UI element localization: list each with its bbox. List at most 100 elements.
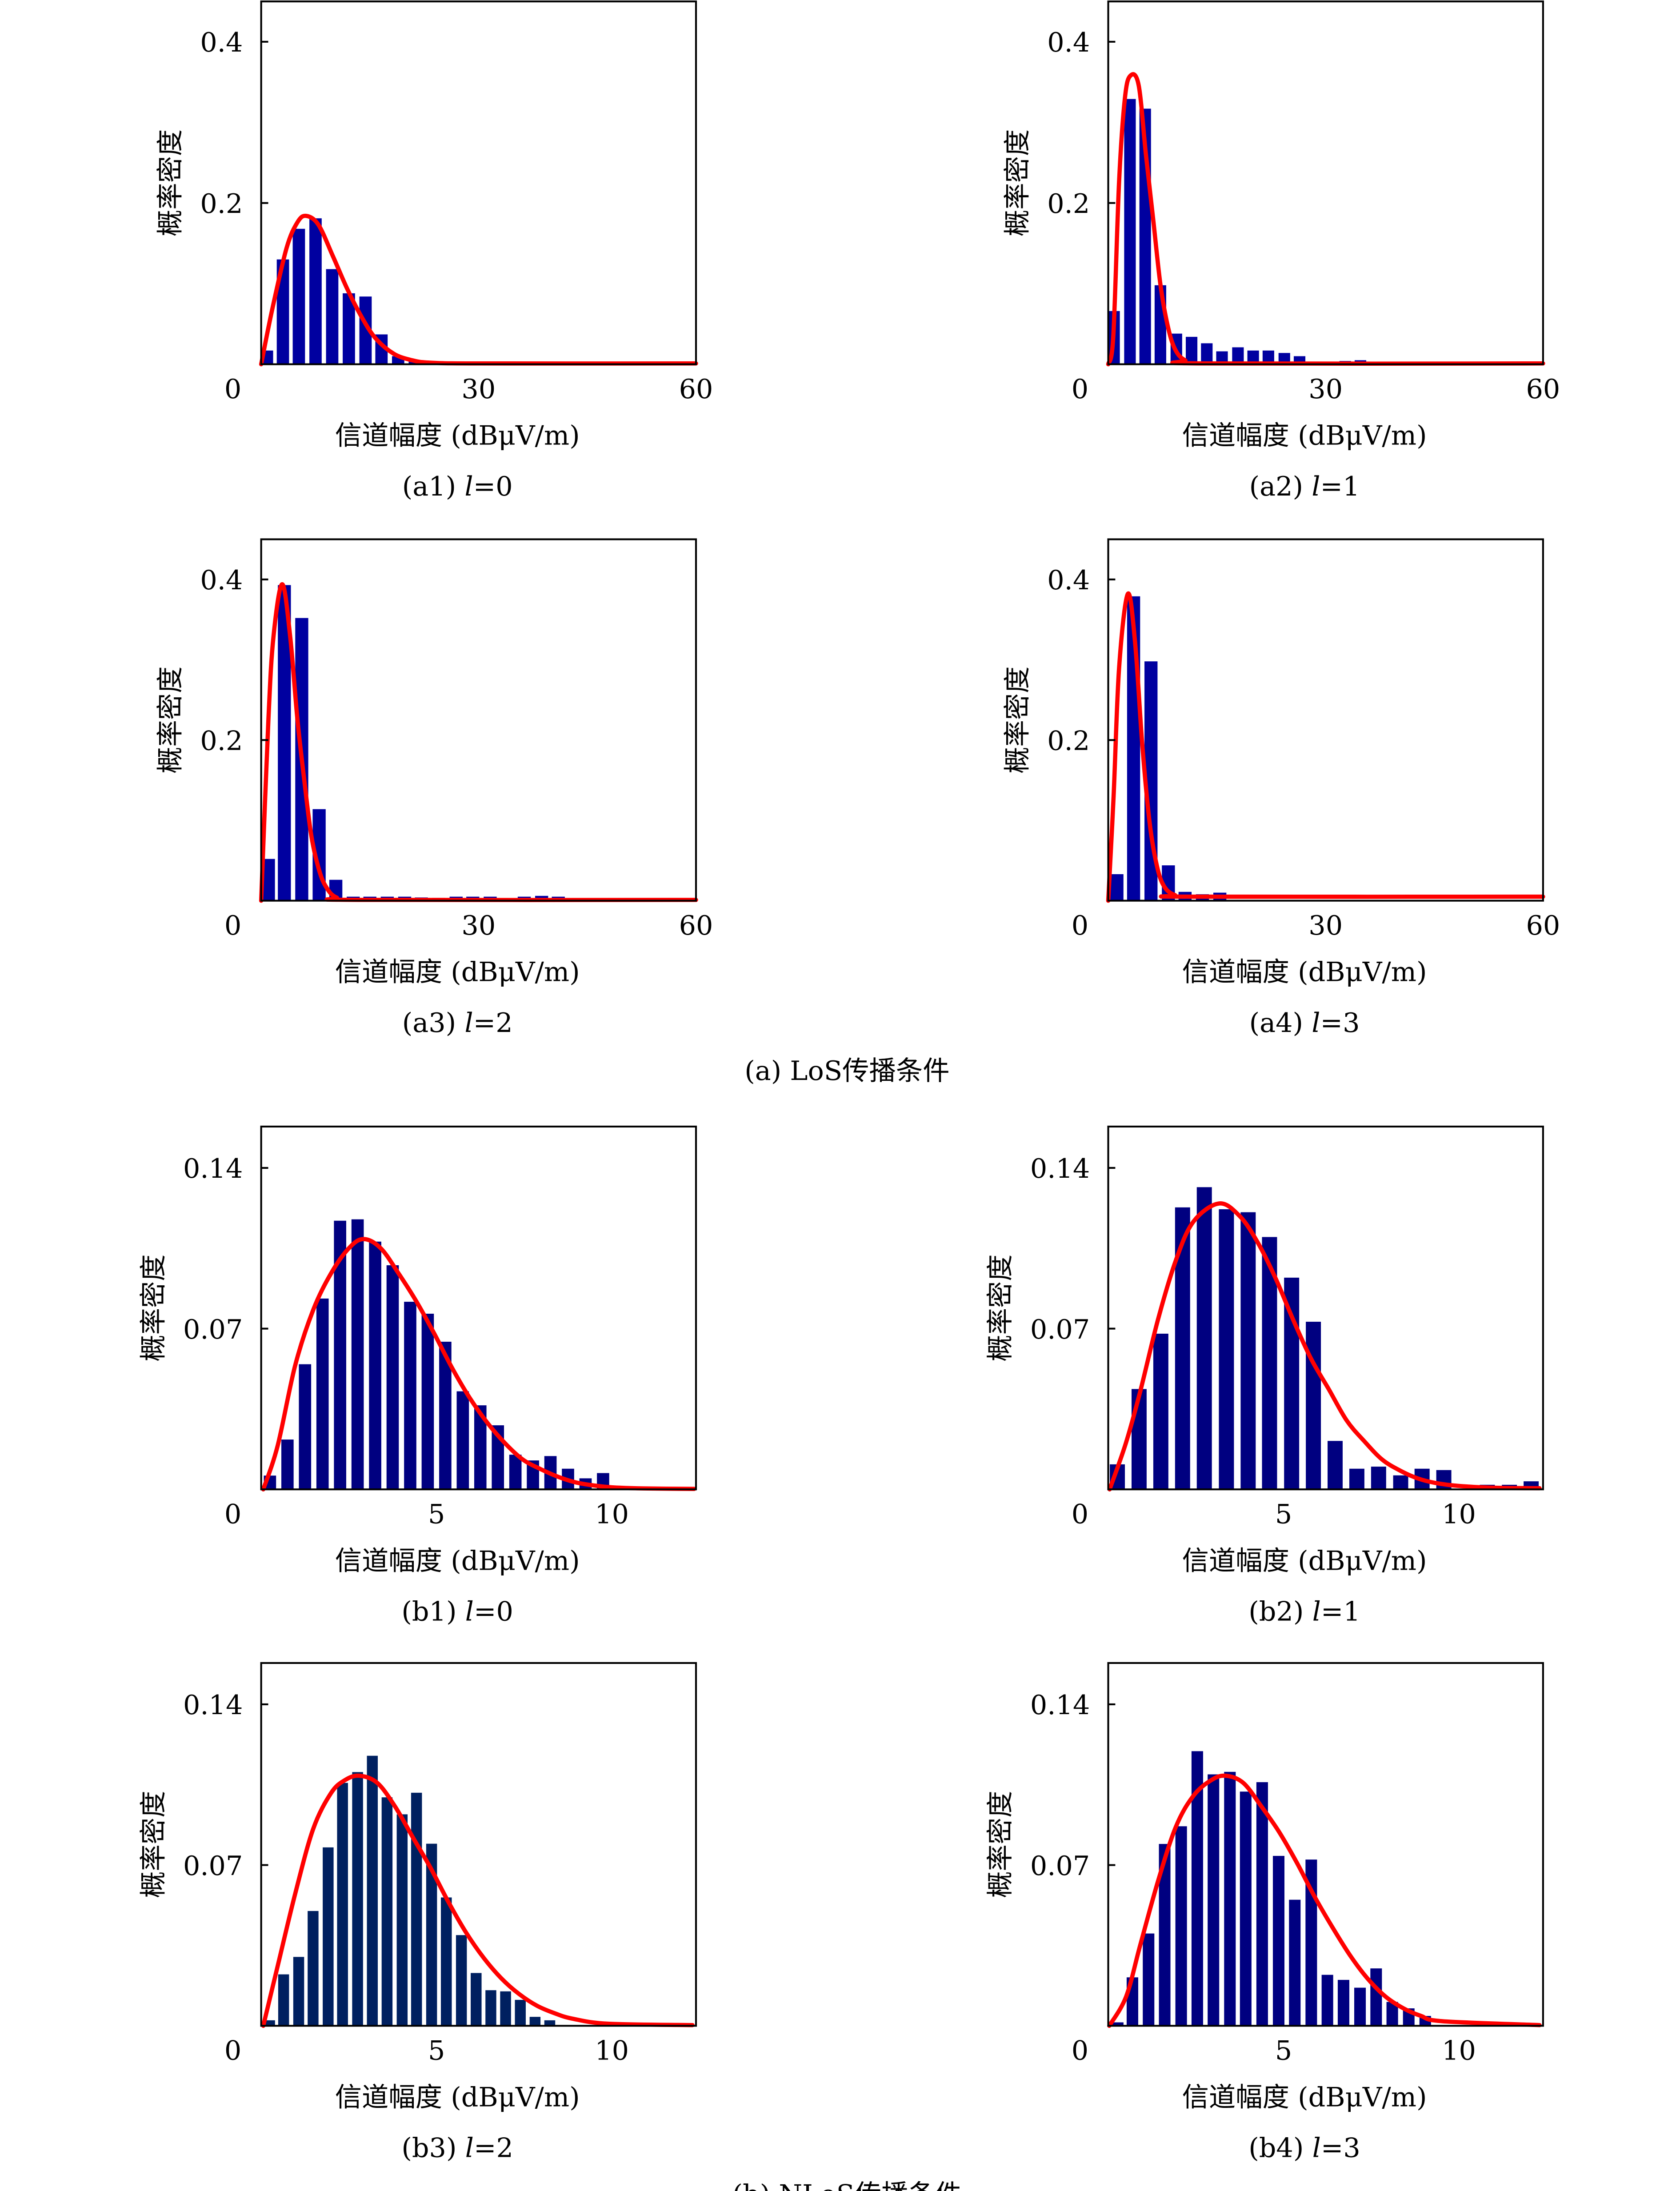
histogram-bar xyxy=(1240,1791,1252,2026)
xtick-label: 30 xyxy=(1308,374,1343,405)
y-axis-label: 概率密度 xyxy=(138,1791,169,1898)
ytick-label: 0.07 xyxy=(183,1314,243,1345)
histogram-bar xyxy=(1110,874,1124,901)
caption-variable: l xyxy=(465,1596,474,1627)
ytick-label: 0.2 xyxy=(200,725,243,756)
fit-curve xyxy=(1106,72,1545,367)
xtick-label: 30 xyxy=(461,374,496,405)
x-axis-label: 信道幅度 (dBμV/m) xyxy=(1182,1545,1427,1576)
caption-variable: l xyxy=(1312,1008,1320,1039)
histogram-bar xyxy=(404,1302,416,1490)
histogram-bar xyxy=(1289,1899,1301,2026)
panel-b2: 0 0.07 0.14 5 10 信道幅度 (dBμV/m) 概率密度 (b2) l=1 xyxy=(985,1125,1544,1627)
axes-frame xyxy=(260,538,697,902)
histogram-bar xyxy=(396,1814,408,2026)
caption-label: (a4) xyxy=(1249,1008,1303,1039)
axes-frame xyxy=(1107,1662,1544,2027)
caption-variable: l xyxy=(1312,471,1320,502)
x-axis-label: 信道幅度 (dBμV/m) xyxy=(1182,957,1427,988)
fit-curve xyxy=(1107,1201,1542,1491)
x-axis-label: 信道幅度 (dBμV/m) xyxy=(1182,420,1427,452)
caption-space xyxy=(1304,1596,1312,1627)
fit-curve xyxy=(1106,591,1545,903)
caption-variable: l xyxy=(1312,2133,1321,2164)
xtick-label: 60 xyxy=(679,374,713,405)
histogram-bar xyxy=(1153,1333,1168,1490)
fit-curve xyxy=(261,1773,695,2028)
axes-frame xyxy=(1107,1125,1544,1491)
histogram-bar xyxy=(369,1241,381,1490)
xtick-label: 10 xyxy=(595,2035,629,2067)
histogram-bar xyxy=(386,1265,399,1490)
ytick-label: 0.4 xyxy=(1047,27,1090,58)
subfigure-caption: (a2) l=1 xyxy=(1249,471,1360,502)
ytick-label: 0 xyxy=(224,374,241,405)
histogram-bar xyxy=(316,1298,329,1490)
histogram-bar xyxy=(264,2020,275,2026)
histogram-bar xyxy=(292,228,305,364)
histogram-bar xyxy=(1354,1987,1366,2026)
histogram-bar xyxy=(326,269,339,364)
histogram-bar xyxy=(351,1219,364,1490)
group-a-caption: (a) LoS传播条件 xyxy=(744,1056,949,1087)
histogram-bar xyxy=(509,1455,522,1490)
caption-value: =2 xyxy=(474,2133,513,2164)
y-axis-label: 概率密度 xyxy=(985,1791,1016,1898)
y-axis-label: 概率密度 xyxy=(1002,666,1033,773)
xtick-label: 10 xyxy=(1442,1499,1476,1530)
ytick-label: 0.4 xyxy=(200,565,243,596)
histogram-bar xyxy=(323,1847,334,2026)
histogram-bar xyxy=(1175,1826,1187,2026)
histogram-bar xyxy=(1370,1968,1382,2026)
x-axis-label: 信道幅度 (dBμV/m) xyxy=(335,1545,580,1576)
histogram-bar xyxy=(308,1911,319,2026)
histogram-bar xyxy=(1186,336,1198,364)
xtick-label: 5 xyxy=(428,1499,445,1530)
histogram-bar xyxy=(293,1957,304,2026)
caption-space xyxy=(456,1596,465,1627)
histogram-bar xyxy=(471,1973,482,2026)
ytick-label: 0 xyxy=(224,2035,241,2067)
subfigure-caption: (b4) l=3 xyxy=(1248,2133,1360,2164)
caption-value: =0 xyxy=(474,1596,513,1627)
histogram-bar xyxy=(278,1974,289,2026)
histogram-bar xyxy=(1219,1209,1234,1490)
panel-a1: 0 0.2 0.4 30 60 信道幅度 (dBμV/m) 概率密度 (a1) l=0 xyxy=(155,0,713,502)
ytick-label: 0.14 xyxy=(183,1153,243,1184)
histogram-bar xyxy=(1337,1979,1349,2026)
histogram-bar xyxy=(1284,1277,1300,1490)
histogram-bar xyxy=(1240,1212,1256,1490)
histogram-bar xyxy=(299,1364,312,1490)
histogram-bar xyxy=(456,1935,467,2026)
histogram-bar xyxy=(529,2017,541,2026)
caption-space xyxy=(456,2133,465,2164)
ytick-label: 0.4 xyxy=(200,27,243,58)
histogram-bar xyxy=(1306,1322,1321,1490)
ytick-label: 0.14 xyxy=(183,1690,243,1721)
caption-space xyxy=(1304,2133,1312,2164)
caption-label: (a1) xyxy=(402,471,456,502)
xtick-label: 5 xyxy=(1275,1499,1292,1530)
y-axis-label: 概率密度 xyxy=(138,1254,169,1361)
histogram-bar xyxy=(1143,1933,1155,2026)
histogram-bar xyxy=(1256,1782,1268,2026)
subfigure-caption: (a1) l=0 xyxy=(402,471,513,502)
x-axis-label: 信道幅度 (dBμV/m) xyxy=(335,2082,580,2113)
group-b-caption: (b) NLoS传播条件 xyxy=(732,2179,962,2191)
ytick-label: 0 xyxy=(1072,1499,1088,1530)
caption-label: (b3) xyxy=(401,2133,456,2164)
caption-space xyxy=(1303,1008,1312,1039)
caption-space xyxy=(1303,471,1312,502)
histogram-bar xyxy=(1349,1468,1364,1490)
histogram-bar xyxy=(421,1313,434,1490)
xtick-label: 60 xyxy=(679,910,713,941)
fit-curve xyxy=(259,582,698,903)
histogram-bar xyxy=(1112,2022,1124,2026)
histogram-bar xyxy=(1224,1771,1236,2026)
axes-frame xyxy=(260,0,697,365)
subfigure-caption: (a3) l=2 xyxy=(402,1008,513,1039)
histogram-bar xyxy=(411,1792,422,2026)
panel-b4: 0 0.07 0.14 5 10 信道幅度 (dBμV/m) 概率密度 (b4) l=3 xyxy=(985,1662,1544,2164)
caption-variable: l xyxy=(464,471,473,502)
